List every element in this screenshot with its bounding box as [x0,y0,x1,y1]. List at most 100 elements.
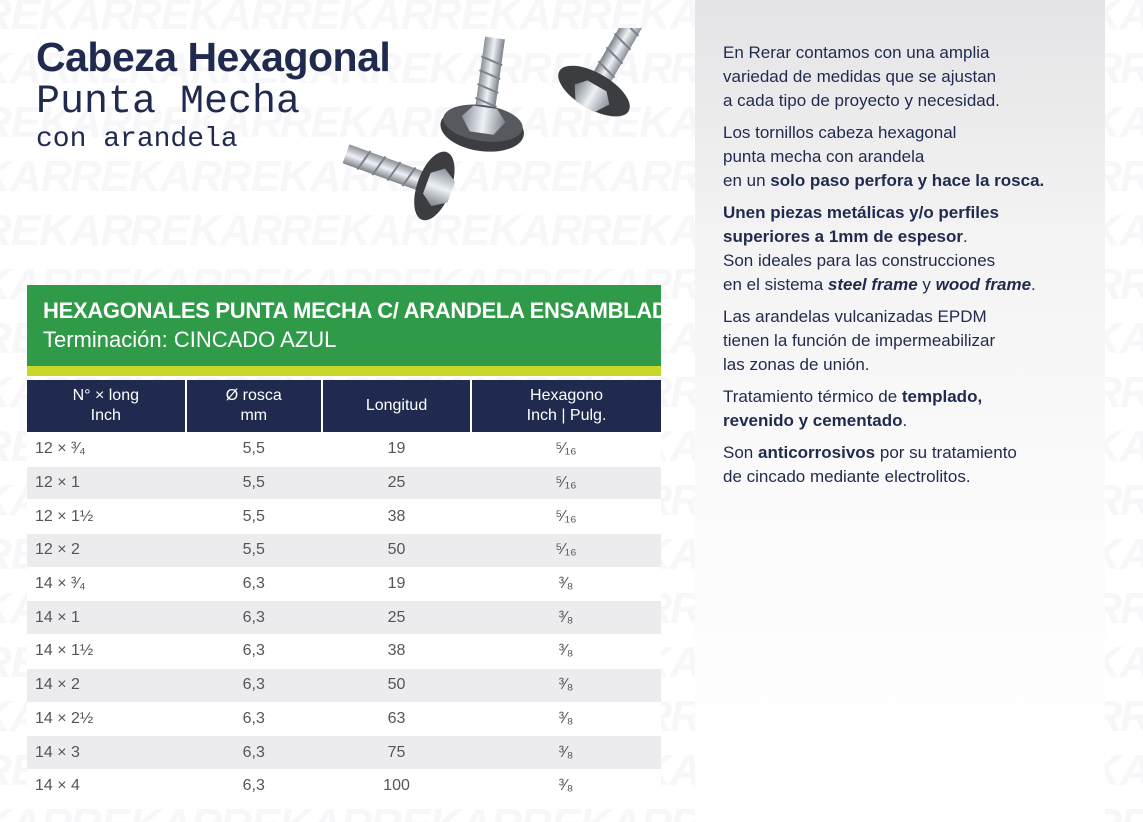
column-header-line: Ø rosca [225,387,282,404]
text-line: punta mecha con arandela [723,145,1103,169]
table-cell: 14 × 1½ [27,634,186,669]
subtitle: Punta Mecha [36,80,301,125]
screw [558,28,647,117]
watermark: REKAR [1120,584,1143,634]
text-run: Los tornillos cabeza hexagonal [723,123,957,142]
column-header-line: Hexagono [530,387,603,404]
banner: HEXAGONALES PUNTA MECHA C/ ARANDELA ENSA… [27,285,683,366]
text-run: superiores a 1mm de espesor [723,227,964,246]
table-cell: 14 × 4 [27,768,186,803]
table-cell: 14 × 2½ [27,701,186,736]
table-cell: 25 [322,465,472,500]
screw [342,144,456,221]
text-run: wood frame [935,275,1032,294]
table-cell: 19 [322,432,472,467]
text-run: templado, [901,387,983,406]
text-line: de cincado mediante electrolitos. [723,465,1103,489]
paragraph: Unen piezas metálicas y/o perfiles superi… [723,201,1103,297]
watermark: REKAR [1120,152,1143,202]
banner-subtitle: Terminación: CINCADO AZUL [43,327,337,352]
table-cell: 6,3 [185,735,322,770]
paragraph: Los tornillos cabeza hexagonal punta mech… [723,121,1103,193]
table-cell: 63 [322,701,472,736]
table-cell: 6,3 [185,634,322,669]
text-line: Son anticorrosivos por su tratamiento [723,441,1103,465]
table-cell: 12 × 2 [27,533,186,568]
table-cell: 12 × 1 [27,465,186,500]
table-cell: ³⁄₈ [471,667,661,702]
text-line: las zonas de unión. [723,353,1103,377]
table-cell: 6,3 [185,768,322,803]
text-run: a cada tipo de proyecto y necesidad. [723,91,1000,110]
paragraph: Las arandelas vulcanizadas EPDM tienen la… [723,305,1103,377]
column-header: Longitud [322,380,473,433]
table-cell: 5,5 [185,432,322,467]
watermark: REKAR [220,800,371,822]
table-cell: 6,3 [185,566,322,601]
text-run: En Rerar contamos con una amplia [723,43,990,62]
text-run: revenido y cementado [723,411,903,430]
side-panel [695,0,1105,822]
table-row: 12 × 1 5,5 25 ⁵⁄₁₆ [27,465,661,500]
paragraph: Tratamiento térmico de templado, revenido… [723,385,1103,433]
column-header-line: Inch [90,407,121,424]
table-cell: 38 [322,499,472,534]
table-cell: 6,3 [185,600,322,635]
title: Cabeza Hexagonal [36,34,391,80]
text-line: tienen la función de impermeabilizar [723,329,1103,353]
product-image [342,28,647,221]
table-cell: 5,5 [185,465,322,500]
table-row: 14 × 4 6,3 100 ³⁄₈ [27,768,661,803]
table-cell: ⁵⁄₁₆ [471,533,661,568]
text-run: Las arandelas vulcanizadas EPDM [723,307,987,326]
text-line: Son ideales para las construcciones [723,249,1103,273]
screw [440,36,524,152]
table-cell: 14 × ³⁄₄ [27,566,186,601]
banner-title: HEXAGONALES PUNTA MECHA C/ ARANDELA ENSA… [43,298,684,323]
watermark: REKAR [70,152,221,202]
column-header: N° × long Inch [27,380,187,433]
column-header-line: mm [240,407,268,424]
table-cell: 12 × 1½ [27,499,186,534]
text-run: de cincado mediante electrolitos. [723,467,971,486]
table-cell: 50 [322,533,472,568]
table-cell: 75 [322,735,472,770]
header-row: N° × long Inch Ø rosca mm Longitud Hexagono In… [27,380,661,433]
table-cell: ³⁄₈ [471,735,661,770]
text-run: variedad de medidas que se ajustan [723,67,997,86]
watermark: REKAR [370,800,521,822]
column-header-line: Inch | Pulg. [526,407,607,424]
table-cell: 6,3 [185,667,322,702]
accent-stripe [27,366,661,376]
watermark: REKAR [1120,260,1143,310]
watermark: REKAR [1120,800,1143,822]
table-row: 12 × 2 5,5 50 ⁵⁄₁₆ [27,533,661,568]
table-row: 12 × 1½ 5,5 38 ⁵⁄₁₆ [27,499,661,534]
paragraph: Son anticorrosivos por su tratamiento de … [723,441,1103,489]
text-run: y [917,275,936,294]
text-line: revenido y cementado. [723,409,1103,433]
text-run: Unen piezas metálicas y/o perfiles [723,203,999,222]
table-cell: 14 × 1 [27,600,186,635]
table-row: 12 × ³⁄₄ 5,5 19 ⁵⁄₁₆ [27,432,661,467]
column-header-line: N° × long [72,387,139,404]
text-run: en un [723,171,771,190]
watermark: REKAR [0,152,71,202]
watermark: REKAR [70,800,221,822]
table-row: 14 × 2½ 6,3 63 ³⁄₈ [27,701,661,736]
watermark: REKAR [1120,368,1143,418]
paragraph: En Rerar contamos con una amplia variedad… [723,41,1103,113]
text-run: Son [723,443,758,462]
text-line: en un solo paso perfora y hace la rosca. [723,169,1103,193]
table-cell: 5,5 [185,533,322,568]
text-line: Tratamiento térmico de templado, [723,385,1103,409]
text-run: Tratamiento térmico de [723,387,902,406]
text-run: Son ideales para las construcciones [723,251,996,270]
table-cell: ³⁄₈ [471,600,661,635]
column-header: Ø rosca mm [185,380,324,433]
table-cell: 5,5 [185,499,322,534]
table-cell: 12 × ³⁄₄ [27,432,186,467]
watermark: REKAR [0,800,71,822]
